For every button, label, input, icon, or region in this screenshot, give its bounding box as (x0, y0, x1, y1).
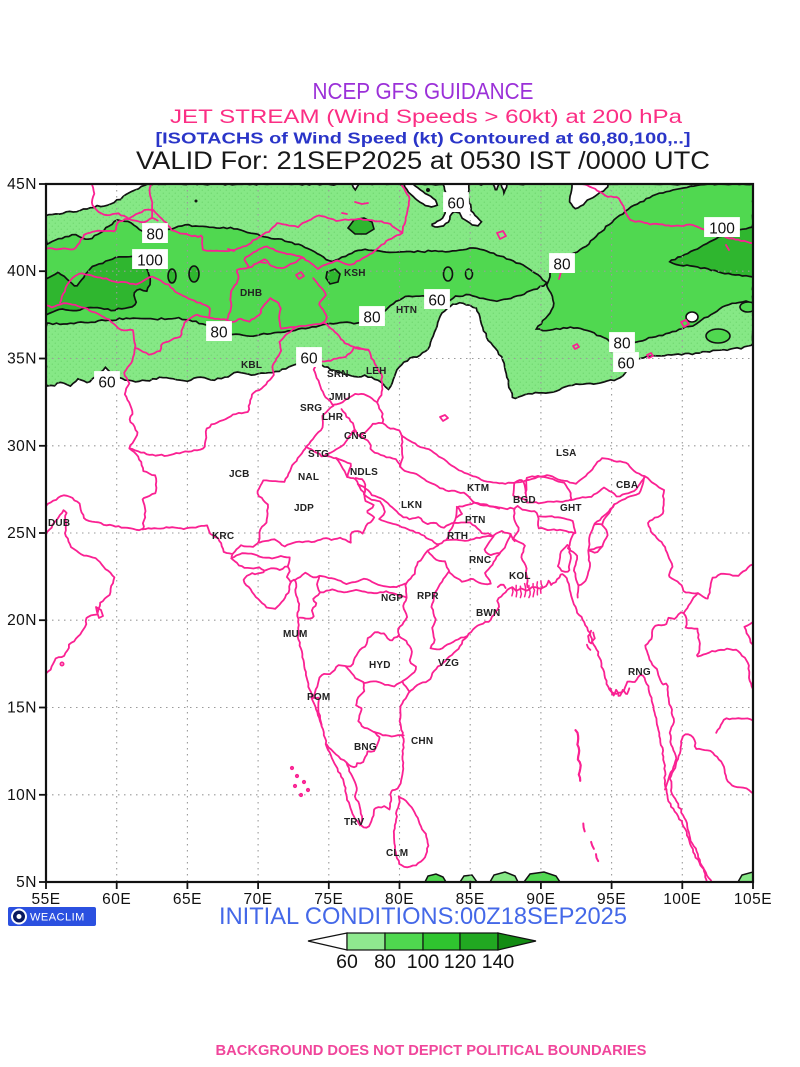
svg-text:65E: 65E (173, 891, 202, 908)
svg-text:25N: 25N (7, 525, 37, 542)
svg-text:100: 100 (137, 253, 163, 270)
svg-text:NAL: NAL (298, 472, 319, 483)
svg-text:JCB: JCB (229, 469, 250, 480)
svg-text:KRC: KRC (212, 531, 234, 542)
svg-text:55E: 55E (31, 891, 60, 908)
svg-text:60: 60 (447, 196, 465, 213)
svg-text:60: 60 (300, 351, 318, 368)
svg-text:95E: 95E (597, 891, 626, 908)
svg-text:KTM: KTM (467, 483, 489, 494)
svg-text:STG: STG (308, 449, 329, 460)
svg-text:RNG: RNG (628, 667, 651, 678)
svg-text:85E: 85E (456, 891, 485, 908)
svg-text:HTN: HTN (396, 305, 417, 316)
svg-text:40N: 40N (7, 263, 37, 280)
svg-text:100E: 100E (663, 891, 701, 908)
svg-text:60E: 60E (102, 891, 131, 908)
svg-text:80: 80 (613, 336, 631, 353)
svg-text:RTH: RTH (447, 531, 468, 542)
svg-text:POM: POM (307, 692, 330, 703)
svg-text:CLM: CLM (386, 848, 408, 859)
svg-text:30N: 30N (7, 438, 37, 455)
svg-text:VZG: VZG (438, 658, 459, 669)
svg-text:75E: 75E (314, 891, 343, 908)
svg-text:KSH: KSH (344, 268, 366, 279)
svg-text:100: 100 (709, 221, 735, 238)
svg-text:80: 80 (146, 227, 164, 244)
svg-text:60: 60 (617, 356, 635, 373)
svg-text:CHN: CHN (411, 736, 433, 747)
svg-text:RPR: RPR (417, 591, 439, 602)
svg-text:LHR: LHR (322, 412, 344, 423)
svg-text:LSA: LSA (556, 448, 577, 459)
svg-text:TRV: TRV (344, 817, 365, 828)
svg-text:SRG: SRG (300, 403, 322, 414)
svg-text:60: 60 (98, 375, 116, 392)
svg-text:80: 80 (363, 310, 381, 327)
svg-text:KOL: KOL (509, 571, 531, 582)
svg-text:BWN: BWN (476, 608, 500, 619)
svg-text:DHB: DHB (240, 288, 262, 299)
svg-text:CBA: CBA (616, 480, 638, 491)
svg-text:60: 60 (428, 293, 446, 310)
svg-text:5N: 5N (16, 874, 37, 891)
svg-text:35N: 35N (7, 351, 37, 368)
svg-text:MUM: MUM (283, 629, 307, 640)
svg-text:45N: 45N (7, 176, 37, 193)
svg-text:DUB: DUB (48, 518, 70, 529)
svg-text:HYD: HYD (369, 660, 391, 671)
svg-text:JDP: JDP (294, 503, 314, 514)
svg-text:NDLS: NDLS (350, 467, 378, 478)
svg-text:NGP: NGP (381, 593, 403, 604)
svg-text:LEH: LEH (366, 366, 387, 377)
svg-text:RNC: RNC (469, 555, 491, 566)
svg-text:BNG: BNG (354, 742, 377, 753)
svg-text:105E: 105E (734, 891, 772, 908)
svg-text:LKN: LKN (401, 500, 422, 511)
svg-text:70E: 70E (244, 891, 273, 908)
svg-text:KBL: KBL (241, 360, 262, 371)
svg-text:80: 80 (210, 325, 228, 342)
svg-text:GHT: GHT (560, 503, 582, 514)
svg-text:10N: 10N (7, 787, 37, 804)
svg-text:80: 80 (553, 257, 571, 274)
svg-text:20N: 20N (7, 612, 37, 629)
svg-text:80E: 80E (385, 891, 414, 908)
svg-text:CNG: CNG (344, 431, 367, 442)
svg-text:BGD: BGD (513, 495, 536, 506)
svg-text:90E: 90E (526, 891, 555, 908)
svg-text:JMU: JMU (329, 392, 351, 403)
svg-text:15N: 15N (7, 700, 37, 717)
svg-text:PTN: PTN (465, 515, 486, 526)
svg-text:SRN: SRN (327, 369, 349, 380)
